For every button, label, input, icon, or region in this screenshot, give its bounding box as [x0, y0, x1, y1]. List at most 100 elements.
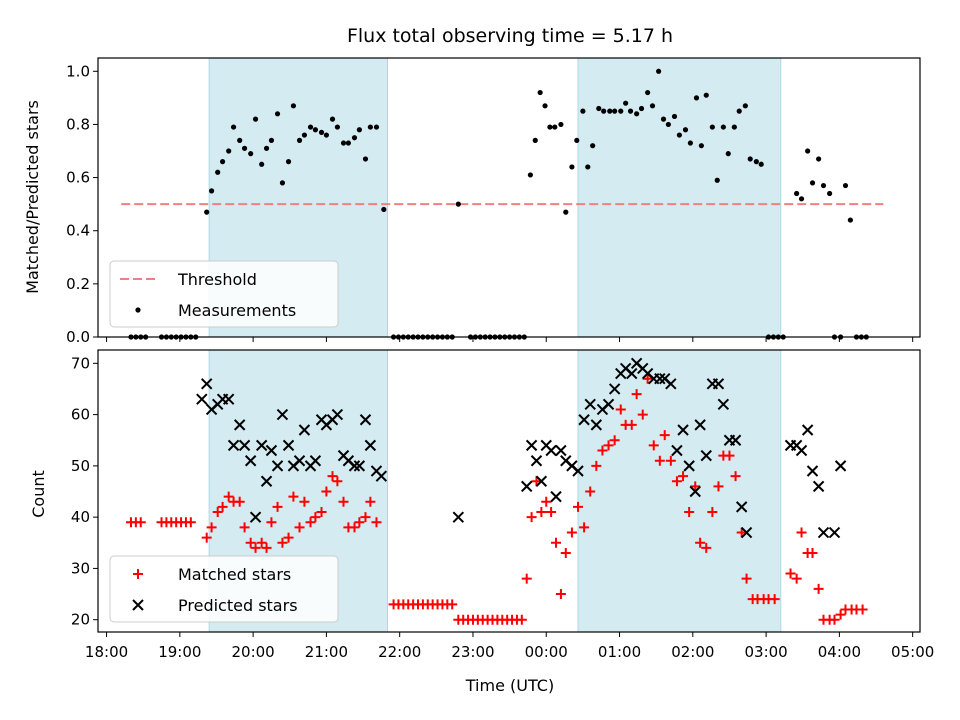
data-point	[796, 527, 807, 538]
data-point	[828, 526, 841, 539]
data-point	[282, 439, 295, 452]
data-point	[293, 455, 306, 467]
data-point	[585, 164, 591, 170]
top-panel: 0.0 0.2 0.4 0.6 0.8 1.0 Threshold Measurements	[66, 57, 921, 346]
data-point	[260, 475, 273, 487]
data-point	[373, 124, 380, 130]
data-point	[550, 490, 562, 503]
data-point	[569, 164, 575, 170]
data-point	[645, 89, 651, 96]
data-point	[185, 517, 196, 528]
data-point	[327, 471, 338, 482]
x-tick-label: 01:00	[598, 643, 641, 661]
data-point	[560, 548, 571, 559]
data-point	[298, 424, 311, 436]
data-point	[842, 182, 849, 189]
data-point	[546, 507, 557, 518]
data-point	[245, 537, 256, 548]
data-point	[572, 465, 584, 477]
data-point	[252, 116, 259, 122]
data-point	[219, 159, 226, 165]
data-point	[541, 496, 552, 507]
data-point	[700, 449, 712, 462]
data-point	[531, 476, 542, 487]
data-point	[226, 148, 232, 154]
data-point	[603, 440, 614, 451]
y-tick-label: 20	[71, 611, 90, 629]
data-point	[660, 116, 667, 122]
data-point	[649, 103, 656, 109]
data-point	[279, 180, 286, 186]
data-point	[321, 486, 332, 497]
data-point	[259, 161, 265, 167]
data-point	[580, 108, 586, 114]
data-point	[305, 517, 316, 528]
data-point	[365, 496, 376, 507]
data-point	[532, 137, 538, 143]
data-point	[736, 527, 747, 538]
data-point	[277, 537, 288, 548]
data-point	[631, 389, 642, 400]
data-point	[521, 480, 533, 493]
data-point	[525, 439, 538, 452]
data-point	[591, 460, 602, 471]
data-point	[566, 527, 577, 538]
legend-label: Measurements	[178, 301, 296, 320]
data-point	[362, 156, 369, 162]
data-point	[637, 409, 648, 420]
data-point	[558, 121, 564, 128]
data-point	[360, 512, 371, 523]
legend: Matched stars Predicted stars	[109, 555, 339, 623]
data-point	[573, 501, 584, 512]
data-point	[223, 491, 234, 502]
y-tick-label: 0.6	[66, 169, 90, 187]
data-point	[807, 548, 818, 559]
x-tick-label: 04:00	[818, 643, 861, 661]
legend-marker-predicted	[132, 599, 144, 611]
legend: Threshold Measurements	[109, 260, 339, 328]
data-point	[671, 444, 683, 457]
legend-marker-measurements	[135, 307, 141, 313]
x-tick-label: 02:00	[671, 643, 714, 661]
data-point	[222, 393, 235, 405]
data-point	[135, 517, 146, 528]
data-point	[615, 404, 626, 415]
data-point	[265, 444, 278, 457]
shaded-span-1	[577, 57, 782, 338]
data-point	[290, 103, 297, 109]
x-tick-label: 05:00	[891, 643, 934, 661]
data-point	[741, 573, 752, 584]
data-point	[791, 573, 802, 584]
x-tick-label: 20:00	[232, 643, 275, 661]
data-point	[230, 124, 237, 130]
data-point	[677, 424, 689, 436]
data-point	[626, 419, 637, 430]
data-point	[574, 137, 580, 143]
data-point	[364, 439, 377, 452]
data-point	[309, 455, 322, 467]
data-point	[698, 143, 704, 149]
data-point	[331, 408, 344, 421]
data-point	[268, 137, 275, 143]
data-point	[555, 589, 566, 600]
data-point	[713, 481, 724, 492]
data-point	[736, 108, 742, 114]
data-point	[261, 542, 272, 553]
data-point	[375, 470, 388, 482]
y-tick-label: 0.2	[66, 275, 90, 293]
y-tick-label: 1.0	[66, 62, 90, 80]
data-point	[340, 140, 347, 146]
data-point	[835, 609, 846, 620]
data-point	[735, 501, 748, 513]
data-point	[272, 501, 283, 512]
data-point	[535, 475, 548, 487]
data-point	[729, 434, 742, 446]
data-point	[612, 108, 618, 114]
data-point	[316, 507, 327, 518]
legend-label: Matched stars	[178, 565, 291, 584]
y-tick-label: 60	[71, 406, 90, 424]
data-point	[676, 132, 682, 138]
data-point	[601, 108, 607, 114]
data-point	[847, 217, 853, 223]
series-predicted-stars	[196, 357, 847, 539]
